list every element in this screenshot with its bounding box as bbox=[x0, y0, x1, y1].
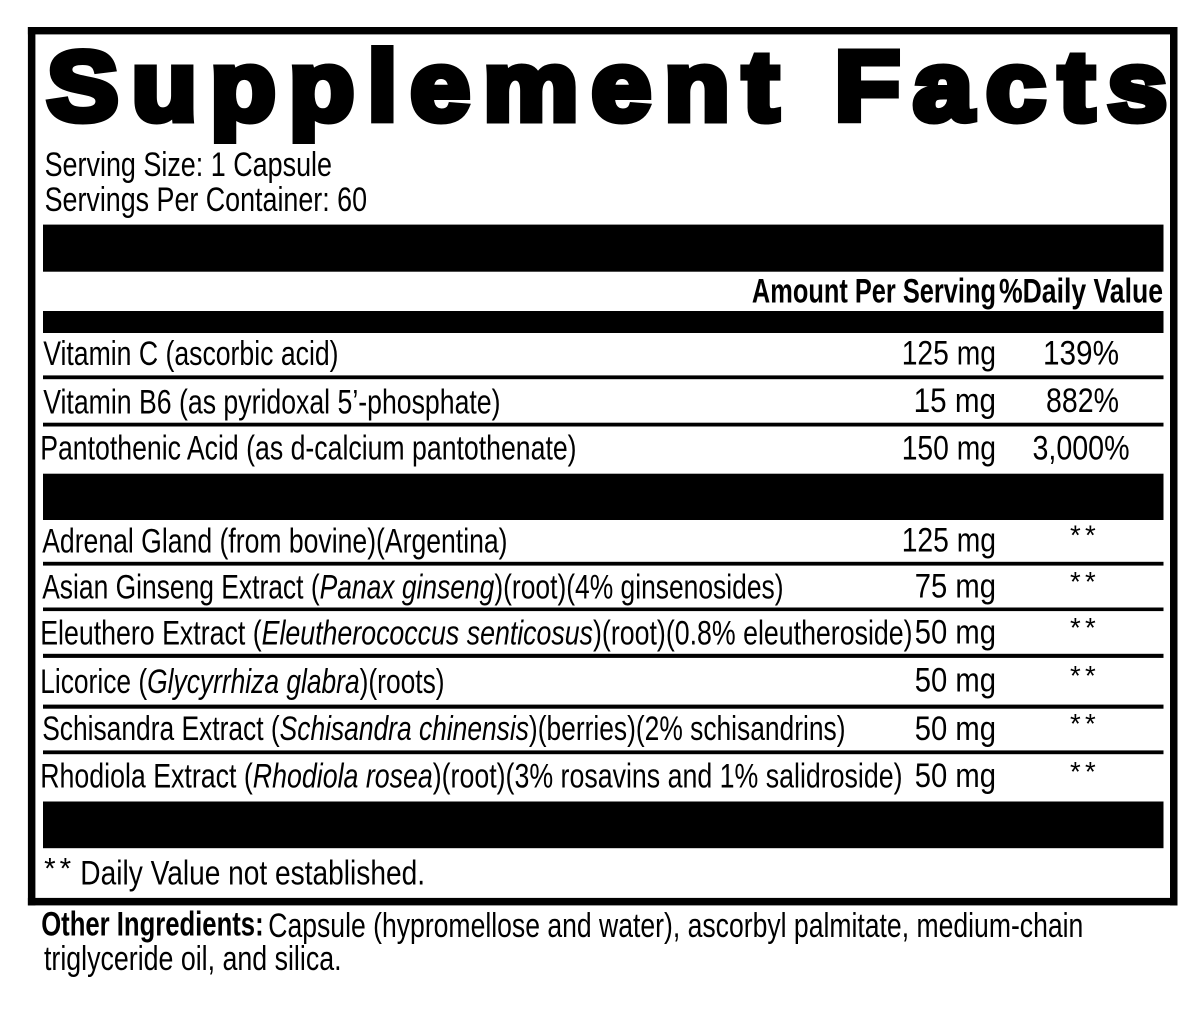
svg-text:*: * bbox=[1085, 708, 1096, 739]
svg-text:15 mg: 15 mg bbox=[914, 382, 996, 420]
svg-text:*: * bbox=[1085, 660, 1096, 691]
svg-text:Servings Per Container: 60: Servings Per Container: 60 bbox=[45, 181, 367, 219]
svg-text:Rhodiola Extract (Rhodiola ros: Rhodiola Extract (Rhodiola rosea)(root)(… bbox=[40, 757, 902, 795]
svg-text:Eleuthero Extract (Eleutheroco: Eleuthero Extract (Eleutherococcus senti… bbox=[40, 614, 912, 652]
svg-text:Schisandra Extract (Schisandra: Schisandra Extract (Schisandra chinensis… bbox=[42, 710, 845, 748]
svg-text:882%: 882% bbox=[1046, 382, 1119, 420]
svg-text:Asian Ginseng Extract (Panax g: Asian Ginseng Extract (Panax ginseng)(ro… bbox=[42, 568, 783, 606]
svg-text:50 mg: 50 mg bbox=[915, 613, 996, 651]
svg-text:50 mg: 50 mg bbox=[915, 757, 996, 795]
svg-text:125 mg: 125 mg bbox=[902, 335, 996, 373]
svg-text:Daily Value not established.: Daily Value not established. bbox=[80, 854, 425, 892]
svg-text:139%: 139% bbox=[1043, 335, 1119, 373]
svg-text:*: * bbox=[1070, 566, 1081, 597]
svg-text:*: * bbox=[1085, 612, 1096, 643]
svg-text:50 mg: 50 mg bbox=[915, 661, 996, 699]
svg-text:*: * bbox=[60, 853, 72, 886]
svg-text:Other Ingredients:: Other Ingredients: bbox=[41, 906, 263, 944]
svg-text:75 mg: 75 mg bbox=[915, 567, 996, 605]
svg-text:*: * bbox=[1085, 519, 1096, 550]
svg-text:Pantothenic Acid (as d-calcium: Pantothenic Acid (as d-calcium pantothen… bbox=[40, 430, 576, 468]
svg-text:150 mg: 150 mg bbox=[902, 430, 996, 468]
svg-text:Licorice (Glycyrrhiza glabra)(: Licorice (Glycyrrhiza glabra)(roots) bbox=[40, 663, 444, 701]
svg-text:triglyceride oil, and silica.: triglyceride oil, and silica. bbox=[44, 940, 342, 978]
svg-text:Supplement Facts: Supplement Facts bbox=[47, 31, 1180, 141]
svg-text:Vitamin B6 (as pyridoxal 5’-ph: Vitamin B6 (as pyridoxal 5’-phosphate) bbox=[43, 383, 500, 421]
svg-text:*: * bbox=[1085, 566, 1096, 597]
svg-text:Vitamin C (ascorbic acid): Vitamin C (ascorbic acid) bbox=[43, 335, 338, 373]
svg-text:Serving Size: 1 Capsule: Serving Size: 1 Capsule bbox=[45, 146, 332, 184]
svg-text:*: * bbox=[1070, 660, 1081, 691]
svg-text:50 mg: 50 mg bbox=[915, 710, 996, 748]
svg-text:*: * bbox=[1070, 756, 1081, 787]
svg-text:*: * bbox=[1070, 708, 1081, 739]
svg-text:*: * bbox=[1085, 756, 1096, 787]
svg-text:3,000%: 3,000% bbox=[1032, 430, 1129, 468]
svg-text:Capsule (hypromellose and wate: Capsule (hypromellose and water), ascorb… bbox=[268, 907, 1083, 945]
svg-text:Amount Per Serving: Amount Per Serving bbox=[752, 273, 996, 311]
svg-text:125 mg: 125 mg bbox=[902, 522, 996, 560]
svg-text:Adrenal Gland (from bovine)(Ar: Adrenal Gland (from bovine)(Argentina) bbox=[42, 522, 507, 560]
svg-text:*: * bbox=[44, 853, 56, 886]
svg-text:*: * bbox=[1070, 612, 1081, 643]
svg-text:*: * bbox=[1070, 519, 1081, 550]
svg-text:%Daily Value: %Daily Value bbox=[999, 273, 1163, 311]
